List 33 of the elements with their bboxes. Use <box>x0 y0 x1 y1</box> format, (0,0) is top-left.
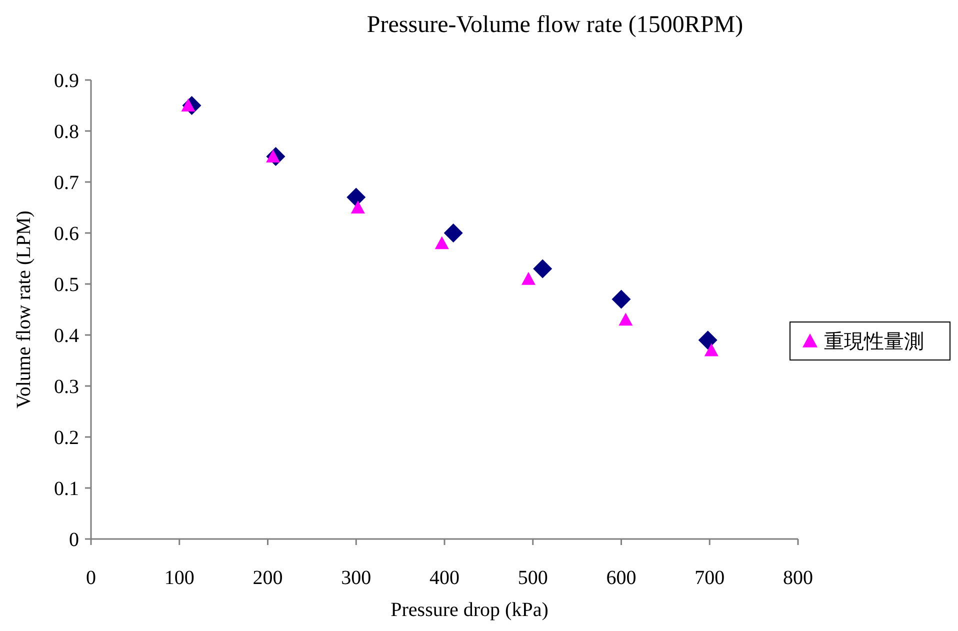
y-tick-label: 0.8 <box>54 121 79 143</box>
y-tick-label: 0.6 <box>54 223 79 245</box>
point <box>533 259 552 278</box>
x-tick-label: 200 <box>252 567 283 589</box>
y-tick-label: 0 <box>69 529 79 551</box>
point <box>521 272 536 285</box>
x-tick-label: 0 <box>86 567 96 589</box>
y-tick-label: 0.1 <box>54 478 79 500</box>
x-tick-label: 400 <box>430 567 460 589</box>
point <box>434 236 449 250</box>
point <box>618 312 633 326</box>
x-tick-label: 300 <box>341 567 372 589</box>
y-axis-title: Volume flow rate (LPM) <box>13 210 35 408</box>
x-tick-label: 500 <box>518 567 548 589</box>
x-axis-title: Pressure drop (kPa) <box>390 599 548 621</box>
point <box>346 188 366 207</box>
y-tick-label: 0.9 <box>54 70 79 92</box>
point <box>612 290 631 309</box>
point <box>704 343 718 356</box>
x-tick-label: 800 <box>783 567 813 589</box>
x-tick-label: 700 <box>694 567 725 589</box>
y-tick-label: 0.4 <box>54 325 79 347</box>
chart-title: Pressure-Volume flow rate (1500RPM) <box>366 12 744 38</box>
legend-label: 重現性量測 <box>824 329 924 353</box>
y-tick-label: 0.3 <box>54 376 79 398</box>
x-tick-label: 100 <box>164 567 194 589</box>
y-tick-label: 0.7 <box>54 172 79 194</box>
x-tick-label: 600 <box>606 567 636 589</box>
point <box>350 200 365 214</box>
y-tick-label: 0.2 <box>54 427 79 449</box>
point <box>698 330 718 350</box>
point <box>444 224 463 242</box>
y-tick-label: 0.5 <box>54 274 79 296</box>
